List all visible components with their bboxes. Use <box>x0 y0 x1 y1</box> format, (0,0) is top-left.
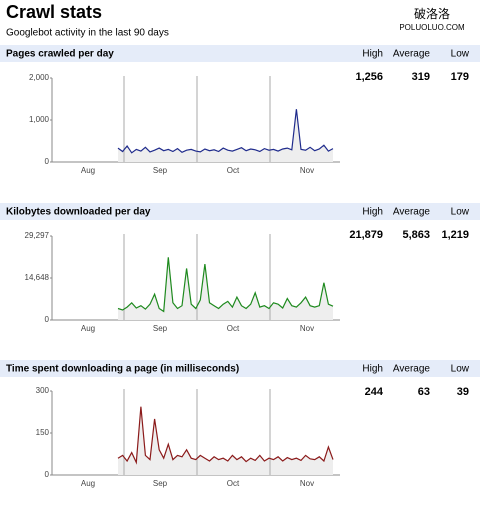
section-title: Kilobytes downloaded per day <box>6 207 151 218</box>
x-tick-label: Aug <box>81 166 95 175</box>
y-tick-label: 150 <box>36 428 50 437</box>
stat-value: 1,219 <box>441 229 469 241</box>
x-tick-label: Sep <box>153 324 168 333</box>
x-tick-label: Oct <box>227 324 240 333</box>
stat-value: 1,256 <box>355 71 383 83</box>
section-header <box>0 203 480 220</box>
y-tick-label: 2,000 <box>29 73 50 82</box>
page-title: Crawl stats <box>6 2 102 22</box>
y-tick-label: 0 <box>45 315 50 324</box>
section-title: Pages crawled per day <box>6 49 114 60</box>
stat-label: Average <box>393 207 431 218</box>
stat-label: Low <box>451 207 470 218</box>
stat-value: 63 <box>418 386 430 398</box>
x-tick-label: Nov <box>300 324 314 333</box>
stat-label: High <box>362 49 383 60</box>
y-tick-label: 14,648 <box>25 273 50 282</box>
x-tick-label: Aug <box>81 479 95 488</box>
x-tick-label: Aug <box>81 324 95 333</box>
y-tick-label: 1,000 <box>29 115 50 124</box>
stat-value: 21,879 <box>349 229 383 241</box>
line <box>117 406 334 465</box>
area <box>118 406 333 475</box>
stat-label: High <box>362 364 383 375</box>
y-tick-label: 0 <box>45 470 50 479</box>
y-tick-label: 300 <box>36 386 50 395</box>
x-tick-label: Sep <box>153 479 168 488</box>
stat-label: Average <box>393 364 431 375</box>
x-tick-label: Nov <box>300 479 314 488</box>
line <box>117 257 334 313</box>
stat-label: Low <box>451 49 470 60</box>
x-tick-label: Nov <box>300 166 314 175</box>
area <box>118 109 333 162</box>
stat-value: 319 <box>412 71 430 83</box>
stat-label: High <box>362 207 383 218</box>
page-subtitle: Googlebot activity in the last 90 days <box>6 28 169 39</box>
x-tick-label: Sep <box>153 166 168 175</box>
stat-value: 179 <box>451 71 469 83</box>
watermark-url: POLUOLUO.COM <box>399 23 465 32</box>
y-tick-label: 0 <box>45 157 50 166</box>
stat-label: Average <box>393 49 431 60</box>
stat-value: 244 <box>365 386 384 398</box>
watermark: 破洛洛 <box>414 6 450 21</box>
stat-value: 39 <box>457 386 469 398</box>
x-tick-label: Oct <box>227 166 240 175</box>
section-header <box>0 360 480 377</box>
area <box>118 257 333 320</box>
section-header <box>0 45 480 62</box>
x-tick-label: Oct <box>227 479 240 488</box>
stat-value: 5,863 <box>402 229 430 241</box>
line <box>117 109 334 154</box>
y-tick-label: 29,297 <box>25 231 50 240</box>
stat-label: Low <box>451 364 470 375</box>
section-title: Time spent downloading a page (in millis… <box>6 364 239 375</box>
